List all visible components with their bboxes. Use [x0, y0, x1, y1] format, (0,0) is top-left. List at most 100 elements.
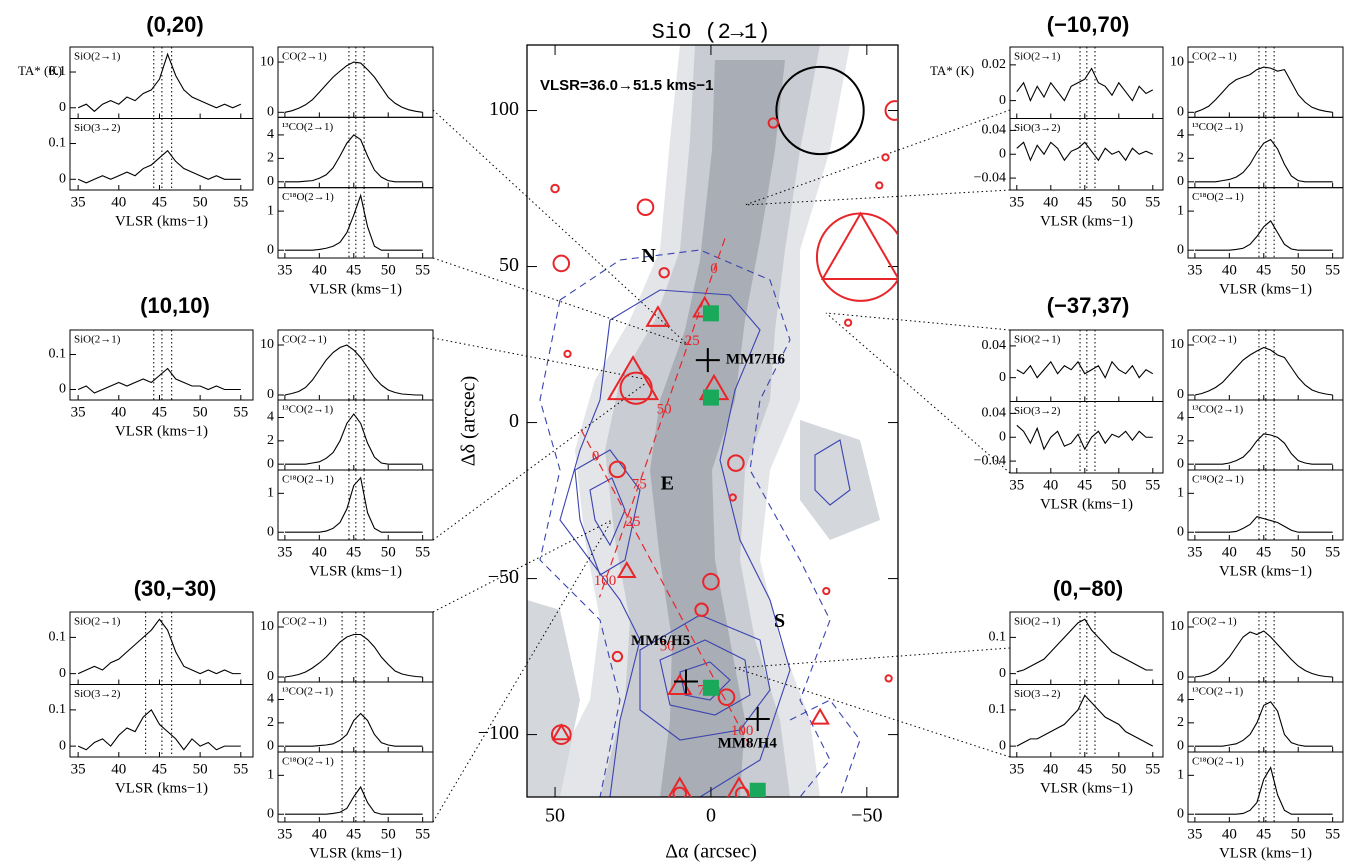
spectrum [285, 414, 423, 464]
y-tick-label: 2 [1177, 151, 1184, 166]
x-tick-label: 55 [415, 544, 430, 560]
y-tick-label: 10 [1170, 619, 1184, 634]
x-axis-label: VLSR (kms−1) [1219, 845, 1312, 861]
y-tick-label: 2 [1177, 433, 1184, 448]
y-tick-label: 0 [1177, 456, 1184, 471]
green-square [750, 783, 766, 799]
x-tick-label: 55 [1325, 826, 1340, 842]
map-title: SiO (2→1) [652, 20, 771, 45]
spectrum-name: C¹⁸O(2→1) [1192, 191, 1244, 203]
x-tick-label: 45 [346, 826, 361, 842]
spectrum-name: ¹³CO(2→1) [282, 404, 334, 416]
spectrum [1195, 631, 1333, 677]
y-tick-label: 4 [267, 692, 274, 707]
x-tick-label: 45 [1256, 544, 1271, 560]
y-tick-label: 0.1 [49, 136, 67, 151]
spectrum-name: C¹⁸O(2→1) [282, 191, 334, 203]
x-tick-label: 40 [1043, 477, 1058, 493]
spectrum-name: CO(2→1) [282, 616, 327, 628]
y-tick-label: −50 [488, 566, 519, 588]
spectrum-name: ¹³CO(2→1) [1192, 686, 1244, 698]
red-circle [638, 199, 654, 215]
y-tick-label: 0 [999, 370, 1006, 385]
red-circle [551, 185, 558, 192]
y-tick-label: 0 [59, 738, 66, 753]
y-tick-label: 0.04 [982, 338, 1007, 353]
spectrum-name: ¹³CO(2→1) [1192, 121, 1244, 133]
spectrum [78, 151, 241, 183]
emission-patch [800, 420, 880, 540]
spectrum-name: SiO(3→2) [1014, 122, 1061, 134]
y-tick-label: 0 [59, 666, 66, 681]
x-tick-label: 40 [312, 544, 327, 560]
y-tick-label: 100 [489, 98, 519, 120]
spectrum-name: ¹³CO(2→1) [1192, 404, 1244, 416]
y-tick-label: 0.1 [989, 702, 1007, 717]
outflow-tick-label: 75 [632, 476, 647, 492]
spectrum [1195, 221, 1333, 250]
panel-title: (−10,70) [1047, 12, 1130, 37]
y-tick-label: 10 [1170, 337, 1184, 352]
region-label: N [641, 245, 656, 267]
y-tick-label: 0.1 [49, 702, 67, 717]
x-tick-label: 55 [415, 262, 430, 278]
spectrum [285, 478, 423, 532]
panel-title: (10,10) [140, 293, 210, 318]
y-tick-label: 10 [260, 619, 274, 634]
spectrum [1017, 425, 1153, 449]
y-tick-label: 0.04 [982, 123, 1007, 138]
x-tick-label: 35 [1187, 826, 1202, 842]
spectrum-name: SiO(2→1) [74, 51, 121, 63]
spectrum [1195, 348, 1333, 396]
spectrum-name: CO(2→1) [1192, 616, 1237, 628]
x-axis-label: VLSR (kms−1) [115, 780, 208, 796]
red-circle [817, 214, 904, 301]
x-tick-label: 50 [193, 404, 208, 420]
spectrum-name: SiO(2→1) [1014, 334, 1061, 346]
spectrum-name: SiO(3→2) [1014, 688, 1061, 700]
x-tick-label: 35 [1009, 194, 1024, 210]
y-tick-label: 0 [267, 738, 274, 753]
x-axis-label: VLSR (kms−1) [309, 563, 402, 579]
spectrum [78, 369, 241, 394]
spectrum [285, 195, 423, 250]
y-tick-label: 0 [267, 806, 274, 821]
y-tick-label: 0 [59, 171, 66, 186]
x-tick-label: 45 [346, 544, 361, 560]
red-circle [886, 675, 892, 681]
outflow-tick-label: 100 [594, 573, 617, 589]
x-tick-label: 40 [111, 761, 126, 777]
y-tick-label: 4 [267, 410, 274, 425]
spectrum [1195, 434, 1333, 464]
spectrum [1017, 362, 1153, 378]
green-square [703, 390, 719, 406]
source-label: MM7/H6 [726, 352, 786, 368]
y-tick-label: 0 [509, 410, 519, 432]
x-tick-label: 55 [1145, 477, 1160, 493]
x-tick-label: 40 [312, 826, 327, 842]
x-tick-label: 0 [706, 805, 716, 827]
x-tick-label: 45 [1077, 761, 1092, 777]
spectrum [285, 635, 423, 678]
y-tick-label: 2 [267, 715, 274, 730]
spectrum-name: ¹³CO(2→1) [282, 686, 334, 698]
y-tick-label: 0.1 [49, 64, 67, 79]
spectrum-name: SiO(2→1) [74, 334, 121, 346]
spectrum-name: SiO(3→2) [74, 688, 121, 700]
x-tick-label: 45 [152, 404, 167, 420]
x-tick-label: 40 [111, 194, 126, 210]
red-circle [845, 320, 851, 326]
x-tick-label: 35 [71, 194, 86, 210]
y-tick-label: 4 [1177, 692, 1184, 707]
y-tick-label: −0.04 [974, 170, 1006, 185]
y-tick-label: 0 [59, 382, 66, 397]
x-tick-label: 50 [193, 194, 208, 210]
y-axis-label: Δδ (arcsec) [458, 376, 480, 467]
y-tick-label: 0 [999, 666, 1006, 681]
x-tick-label: 55 [415, 826, 430, 842]
spectrum [1195, 768, 1333, 815]
y-tick-label: −100 [478, 722, 519, 744]
y-tick-label: 10 [260, 337, 274, 352]
x-tick-label: 40 [1043, 194, 1058, 210]
x-tick-label: 45 [152, 194, 167, 210]
